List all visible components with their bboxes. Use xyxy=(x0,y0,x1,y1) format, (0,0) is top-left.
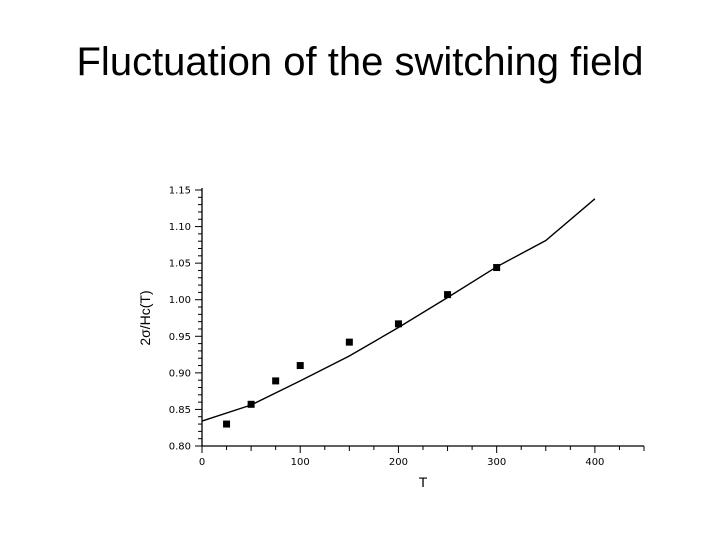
chart-axes xyxy=(201,188,644,447)
x-tick-label: 400 xyxy=(585,457,604,468)
y-tick-label: 0.90 xyxy=(169,368,191,379)
y-tick-label: 1.10 xyxy=(169,222,191,233)
y-axis-label: 2σ/Hc(T) xyxy=(137,290,153,345)
x-tick-label: 200 xyxy=(389,457,408,468)
x-tick-label: 0 xyxy=(199,457,205,468)
y-tick-label: 0.85 xyxy=(169,405,191,416)
y-tick-label: 0.80 xyxy=(169,442,191,453)
data-point xyxy=(345,338,353,346)
data-point xyxy=(247,400,255,408)
y-axis-ticks: 0.80 0.85 0.90 0.95 1.00 1.05 1.10 1.15 xyxy=(169,186,202,453)
data-point xyxy=(394,320,402,328)
data-point xyxy=(272,377,280,385)
y-tick-label: 0.95 xyxy=(169,332,191,343)
x-tick-label: 100 xyxy=(291,457,310,468)
data-point xyxy=(444,291,452,299)
data-point xyxy=(493,264,501,272)
slide-title: Fluctuation of the switching field xyxy=(76,40,644,84)
data-points-group xyxy=(223,264,501,428)
fit-curve-group xyxy=(201,198,596,422)
fit-curve-line xyxy=(201,198,596,422)
y-tick-label: 1.00 xyxy=(169,295,191,306)
x-tick-label: 300 xyxy=(487,457,506,468)
y-tick-label: 1.15 xyxy=(169,186,191,197)
x-axis-label: T xyxy=(419,474,428,490)
y-tick-label: 1.05 xyxy=(169,259,191,270)
data-point xyxy=(223,420,231,428)
data-point xyxy=(296,362,304,370)
x-axis-ticks: 0 100 200 300 400 xyxy=(199,446,645,468)
